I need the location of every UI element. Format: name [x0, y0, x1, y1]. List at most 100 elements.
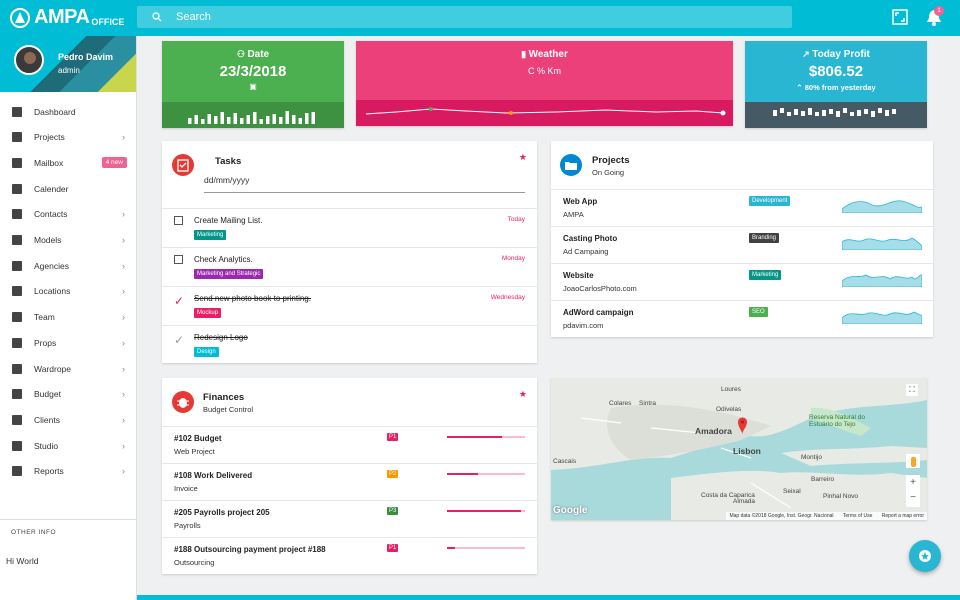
sidebar-item-mailbox[interactable]: Mailbox 4 new	[0, 150, 137, 175]
sidebar-item-reports[interactable]: Reports ›	[0, 459, 137, 484]
project-separator	[551, 189, 933, 190]
sidebar-item-agencies[interactable]: Agencies ›	[0, 253, 137, 278]
locations-icon	[12, 286, 22, 297]
projects-title: Projects	[592, 155, 630, 166]
people-icon: ⚇	[236, 49, 248, 59]
finance-sub: Outsourcing	[174, 558, 215, 567]
sidebar-item-wardrope[interactable]: Wardrope ›	[0, 356, 137, 381]
chevron-right-icon: ›	[122, 286, 125, 297]
sidebar-item-studio[interactable]: Studio ›	[0, 433, 137, 458]
star-icon[interactable]: ★	[518, 389, 527, 399]
search-bar[interactable]: Search	[137, 6, 792, 28]
sidebar-item-dashboard[interactable]: Dashboard	[0, 99, 137, 124]
projects-icon	[12, 132, 22, 143]
task-checkbox[interactable]	[174, 216, 183, 225]
finance-row[interactable]: #188 Outsourcing payment project #188 Out…	[162, 537, 537, 574]
fullscreen-icon[interactable]	[892, 9, 908, 25]
sidebar-item-models[interactable]: Models ›	[0, 228, 137, 253]
map-report-link[interactable]: Report a map error	[881, 513, 924, 519]
map-label: Lisbon	[733, 446, 761, 456]
task-icon	[172, 154, 194, 176]
chevron-right-icon: ›	[122, 235, 125, 245]
star-icon[interactable]: ★	[518, 152, 527, 162]
sidebar-item-label: Calender	[34, 183, 69, 194]
finances-card: Finances Budget Control ★ #102 Budget Web…	[162, 378, 537, 574]
finance-row[interactable]: #102 Budget Web Project P1	[162, 426, 537, 463]
project-separator	[551, 300, 933, 301]
zoom-control: + −	[906, 475, 920, 507]
profile-role: admin	[58, 66, 80, 75]
project-separator	[551, 226, 933, 227]
sidebar-item-team[interactable]: Team ›	[0, 305, 137, 330]
check-icon[interactable]: ✓	[174, 294, 185, 308]
map-canvas[interactable]	[551, 378, 927, 520]
tasks-card: Tasks ★ dd/mm/yyyy Create Mailing List. M…	[162, 141, 537, 363]
map-card[interactable]: Loures Colares Sintra Odivelas Amadora Lisbon…	[551, 378, 927, 520]
sidebar-item-locations[interactable]: Locations ›	[0, 279, 137, 304]
sidebar-item-label: Projects	[34, 132, 65, 143]
map-fullscreen-icon[interactable]: ⛶	[906, 384, 918, 396]
task-separator	[162, 286, 537, 287]
date-input[interactable]: dd/mm/yyyy	[204, 175, 525, 193]
finance-progress-track	[447, 510, 525, 512]
sidebar-item-label: Reports	[34, 466, 64, 477]
map-label: Odivelas	[716, 406, 742, 413]
props-icon	[12, 337, 22, 348]
sidebar-item-calender[interactable]: Calender	[0, 176, 137, 201]
avatar[interactable]	[14, 45, 44, 75]
project-row[interactable]: AdWord campaign pdavim.com SEO	[551, 300, 933, 337]
profit-bar-chart	[745, 102, 927, 128]
sidebar-item-budget[interactable]: Budget ›	[0, 382, 137, 407]
project-row[interactable]: Web App AMPA Development	[551, 189, 933, 226]
task-row[interactable]: Check Analytics. Marketing and Strategic M…	[162, 247, 537, 286]
search-icon	[152, 12, 162, 22]
sidebar-item-contacts[interactable]: Contacts ›	[0, 202, 137, 227]
finances-subtitle: Budget Control	[203, 405, 254, 414]
date-card-title: ⚇ Date	[236, 49, 270, 60]
project-separator	[551, 263, 933, 264]
task-day: Wednesday	[490, 294, 525, 301]
map-label: Almada	[733, 498, 756, 505]
task-row[interactable]: Create Mailing List. Marketing Today	[162, 208, 537, 247]
task-row[interactable]: ✓ Send new photo book to printing. Mockup W…	[162, 286, 537, 325]
task-text: Check Analytics.	[194, 255, 253, 264]
sidebar-item-projects[interactable]: Projects ›	[0, 125, 137, 150]
project-row[interactable]: Casting Photo Ad Campaing Branding	[551, 226, 933, 263]
map-label: Pinhal Novo	[823, 493, 859, 500]
sidebar-item-clients[interactable]: Clients ›	[0, 407, 137, 432]
task-separator	[162, 247, 537, 248]
task-row[interactable]: ✓ Redesign Logo Design	[162, 325, 537, 364]
map-label: Barreiro	[811, 476, 835, 483]
zoom-in-button[interactable]: +	[910, 477, 916, 488]
fab-button[interactable]	[909, 540, 941, 572]
profile-header[interactable]: Pedro Davim admin	[0, 36, 136, 92]
profile-name: Pedro Davim	[58, 52, 114, 62]
google-logo[interactable]: Google	[553, 505, 588, 516]
project-tag: Branding	[749, 233, 780, 243]
reports-icon	[12, 466, 22, 477]
projects-card: Projects On Going Web App AMPA Development…	[551, 141, 933, 337]
weather-line-chart	[356, 100, 733, 126]
search-input[interactable]: Search	[176, 11, 211, 23]
chevron-right-icon: ›	[122, 132, 125, 143]
weather-value: C % Km	[527, 66, 561, 76]
finance-row[interactable]: #108 Work Delivered Invoice P2	[162, 463, 537, 500]
map-terms-link[interactable]: Terms of Use	[842, 513, 873, 519]
sidebar-item-props[interactable]: Props ›	[0, 330, 137, 355]
check-icon[interactable]: ✓	[174, 333, 185, 347]
task-checkbox[interactable]	[174, 255, 183, 264]
sidebar-item-label: Studio	[34, 440, 59, 451]
zoom-out-button[interactable]: −	[910, 492, 916, 503]
finance-row[interactable]: #205 Payrolls project 205 Payrolls P3	[162, 500, 537, 537]
task-tag: Design	[194, 347, 219, 357]
sidebar-item-label: Props	[34, 337, 57, 348]
app-logo[interactable]: AMPA OFFICE	[10, 6, 124, 29]
map-attribution: Map data ©2018 Google, Inst. Geogr. Naci…	[726, 512, 927, 520]
finance-name: #102 Budget	[174, 434, 222, 443]
pegman-icon[interactable]	[906, 454, 920, 468]
clients-icon	[12, 414, 22, 425]
other-info-text: Hi World	[6, 556, 39, 566]
project-row[interactable]: Website JoaoCarlosPhoto.com Marketing	[551, 263, 933, 300]
finance-separator	[162, 537, 537, 538]
sidebar-item-label: Clients	[34, 414, 60, 425]
